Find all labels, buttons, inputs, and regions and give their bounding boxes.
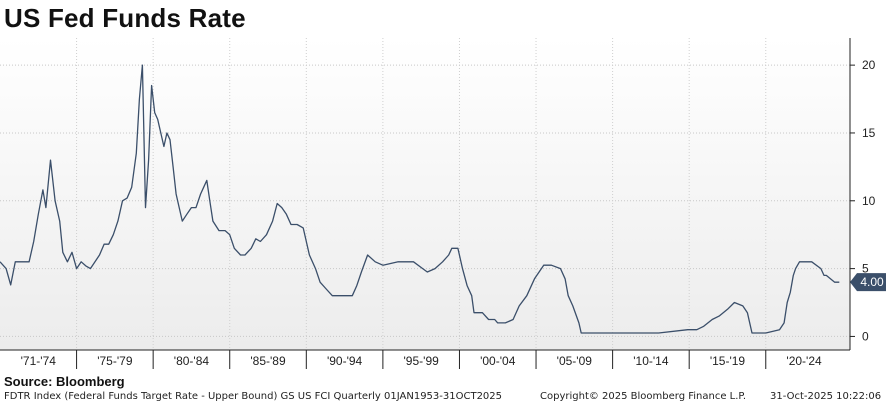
grid-lines [0,38,850,350]
x-tick-label: '90-'94 [327,354,363,368]
x-tick-label: '80-'84 [174,354,210,368]
footer-timestamp: 31-Oct-2025 10:22:06 [770,391,882,402]
source-label: Source: Bloomberg [4,374,125,389]
chart-svg: '71-'74 '75-'79 '80-'84 '85-'89 '90-'94 '95-'… [0,38,886,369]
x-tick-label: '00-'04 [480,354,516,368]
x-tick-label: '10-'14 [633,354,669,368]
y-tick-label: 5 [862,262,869,276]
x-tick-label: '85-'89 [250,354,286,368]
y-tick-label: 0 [862,329,869,343]
y-tick-label: 10 [862,194,876,208]
footer-copyright: Copyright© 2025 Bloomberg Finance L.P. [540,391,747,402]
badge-shape [850,273,886,292]
x-axis: '71-'74 '75-'79 '80-'84 '85-'89 '90-'94 '95-'… [0,349,850,369]
last-value-badge: 4.00 [850,273,886,292]
plot-area [0,38,850,350]
x-tick-label: '75-'79 [97,354,133,368]
x-tick-label: '71-'74 [21,354,57,368]
chart-title: US Fed Funds Rate [4,3,246,33]
y-tick-label: 15 [862,126,876,140]
x-tick-label: '05-'09 [557,354,593,368]
last-value-label: 4.00 [860,275,884,289]
x-tick-label: '20-'24 [786,354,822,368]
footer-description: FDTR Index (Federal Funds Target Rate - … [4,391,503,402]
y-tick-label: 20 [862,58,876,72]
series-line-fed-funds-rate [0,64,840,334]
y-axis: 0 5 10 15 20 [849,38,876,350]
x-tick-label: '15-'19 [710,354,746,368]
x-tick-label: '95-'99 [404,354,440,368]
